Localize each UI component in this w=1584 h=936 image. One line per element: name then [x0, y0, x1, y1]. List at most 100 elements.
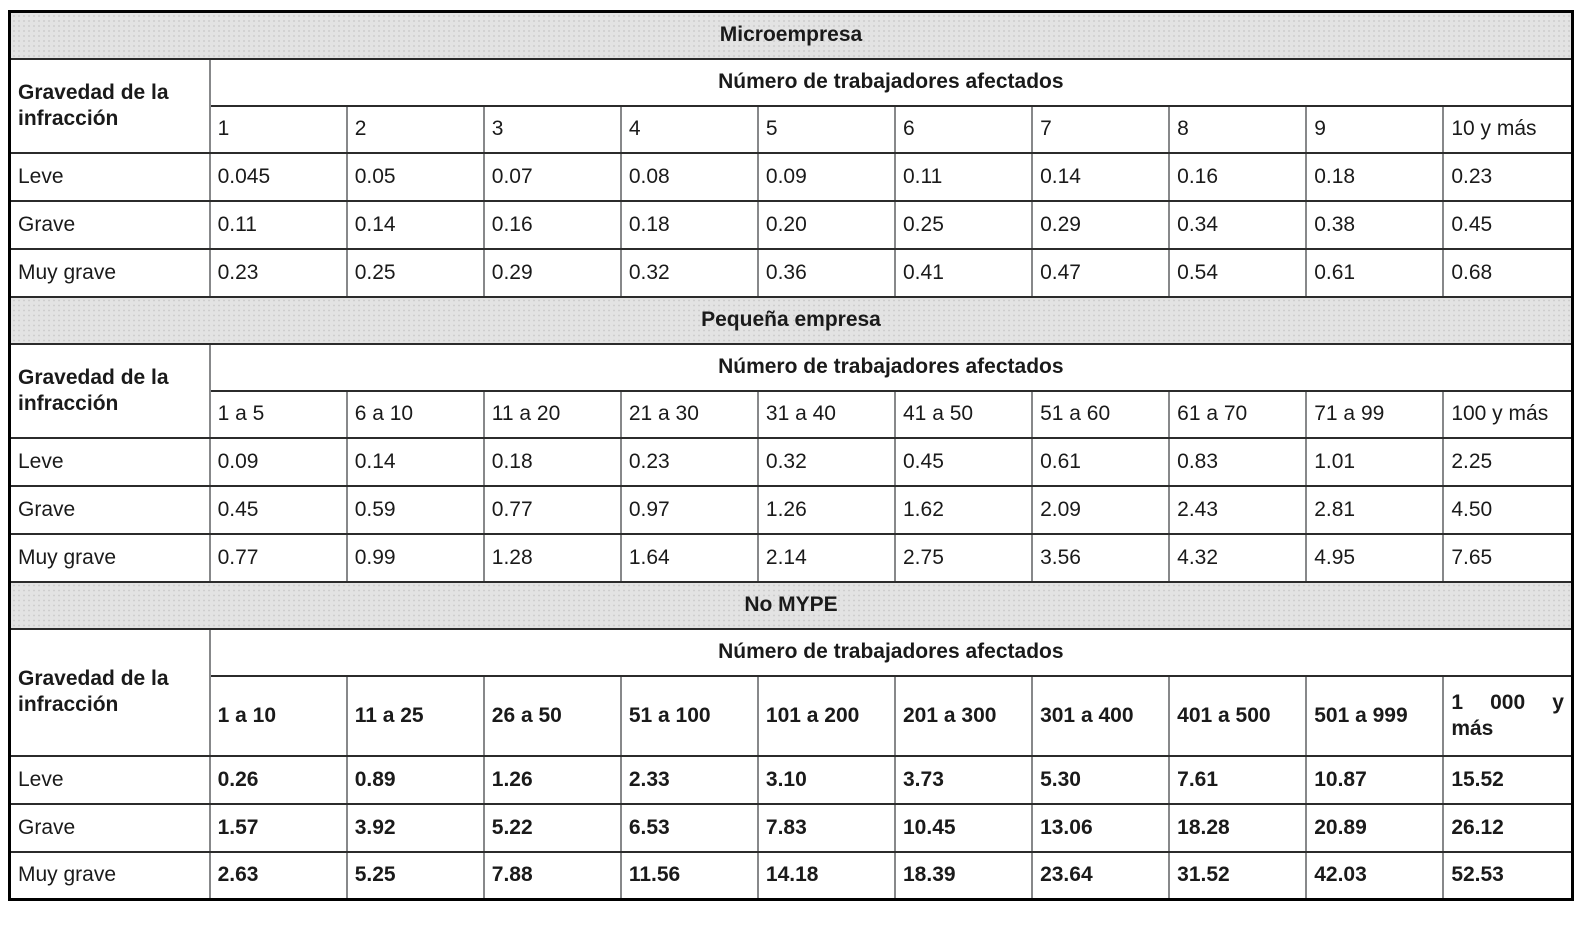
- value-cell: 0.36: [756, 247, 897, 298]
- value-cell: 10.45: [893, 802, 1034, 853]
- value-cell: 0.08: [619, 151, 759, 202]
- value-cell: 0.045: [208, 151, 348, 202]
- value-cell: 0.77: [208, 532, 348, 583]
- value-cell: 0.11: [208, 199, 348, 250]
- col-header: 501 a 999: [1305, 674, 1445, 757]
- value-cell: 0.26: [208, 754, 348, 805]
- value-cell: 0.20: [756, 199, 897, 250]
- section-1: Pequeña empresa Gravedad de la infracción…: [8, 295, 1574, 583]
- col-header: 100 y más: [1442, 389, 1574, 439]
- value-cell: 0.61: [1031, 436, 1171, 487]
- value-cell: 0.18: [1305, 151, 1445, 202]
- value-cell: 0.77: [482, 484, 622, 535]
- value-cell: 18.39: [893, 850, 1034, 901]
- col-header: 31 a 40: [756, 389, 897, 439]
- value-cell: 42.03: [1305, 850, 1445, 901]
- row-axis-header: Gravedad de la infracción: [8, 627, 211, 757]
- row-axis-header: Gravedad de la infracción: [8, 57, 211, 154]
- value-cell: 1.26: [756, 484, 897, 535]
- col-header: 2: [345, 104, 485, 154]
- value-cell: 26.12: [1442, 802, 1574, 853]
- value-cell: 3.92: [345, 802, 485, 853]
- section-band-row: No MYPE: [8, 580, 1574, 630]
- value-cell: 5.30: [1031, 754, 1171, 805]
- header-group-row: Gravedad de la infracción Número de traba…: [8, 57, 1574, 154]
- value-cell: 23.64: [1031, 850, 1171, 901]
- col-header: 401 a 500: [1168, 674, 1308, 757]
- severity-label: Leve: [8, 436, 211, 487]
- col-header: 11 a 20: [482, 389, 622, 439]
- value-cell: 0.45: [1442, 199, 1574, 250]
- value-cell: 0.23: [208, 247, 348, 298]
- value-cell: 1.28: [482, 532, 622, 583]
- col-header: 9: [1305, 104, 1445, 154]
- col-header: 41 a 50: [893, 389, 1034, 439]
- value-cell: 5.25: [345, 850, 485, 901]
- value-cell: 0.25: [893, 199, 1034, 250]
- value-cell: 0.16: [1168, 151, 1308, 202]
- value-cell: 4.32: [1168, 532, 1308, 583]
- value-cell: 2.63: [208, 850, 348, 901]
- col-header: 101 a 200: [756, 674, 897, 757]
- severity-label: Leve: [8, 754, 211, 805]
- value-cell: 2.25: [1442, 436, 1574, 487]
- value-cell: 0.68: [1442, 247, 1574, 298]
- value-cell: 3.56: [1031, 532, 1171, 583]
- value-cell: 11.56: [619, 850, 759, 901]
- col-header: 3: [482, 104, 622, 154]
- value-cell: 0.23: [619, 436, 759, 487]
- value-cell: 0.29: [482, 247, 622, 298]
- value-cell: 0.89: [345, 754, 485, 805]
- table-row: Grave 1.57 3.92 5.22 6.53 7.83 10.45 13.06 18.28…: [8, 802, 1574, 853]
- value-cell: 0.41: [893, 247, 1034, 298]
- value-cell: 0.32: [619, 247, 759, 298]
- col-header: 1 a 5: [208, 389, 348, 439]
- value-cell: 0.54: [1168, 247, 1308, 298]
- col-header: 11 a 25: [345, 674, 485, 757]
- value-cell: 2.33: [619, 754, 759, 805]
- value-cell: 2.14: [756, 532, 897, 583]
- table-row: Muy grave 0.77 0.99 1.28 1.64 2.14 2.75 3.56 4.3…: [8, 532, 1574, 583]
- table-row: Leve 0.045 0.05 0.07 0.08 0.09 0.11 0.14 0.16 0.1…: [8, 151, 1574, 202]
- col-group-header: Número de trabajadores afectados: [208, 57, 1574, 107]
- value-cell: 0.25: [345, 247, 485, 298]
- table-row: Grave 0.45 0.59 0.77 0.97 1.26 1.62 2.09 2.43 2.8…: [8, 484, 1574, 535]
- value-cell: 6.53: [619, 802, 759, 853]
- value-cell: 0.14: [345, 199, 485, 250]
- value-cell: 1.57: [208, 802, 348, 853]
- table-row: Leve 0.26 0.89 1.26 2.33 3.10 3.73 5.30 7.61 10.8…: [8, 754, 1574, 805]
- value-cell: 0.14: [345, 436, 485, 487]
- value-cell: 0.14: [1031, 151, 1171, 202]
- value-cell: 52.53: [1442, 850, 1574, 901]
- col-header: 301 a 400: [1031, 674, 1171, 757]
- value-cell: 4.95: [1305, 532, 1445, 583]
- value-cell: 7.61: [1168, 754, 1308, 805]
- value-cell: 3.73: [893, 754, 1034, 805]
- value-cell: 18.28: [1168, 802, 1308, 853]
- section-title: No MYPE: [8, 580, 1574, 630]
- value-cell: 0.59: [345, 484, 485, 535]
- section-title: Microempresa: [8, 10, 1574, 60]
- value-cell: 15.52: [1442, 754, 1574, 805]
- value-cell: 0.16: [482, 199, 622, 250]
- section-band-row: Pequeña empresa: [8, 295, 1574, 345]
- value-cell: 1.62: [893, 484, 1034, 535]
- col-header: 21 a 30: [619, 389, 759, 439]
- header-group-row: Gravedad de la infracción Número de traba…: [8, 342, 1574, 439]
- value-cell: 14.18: [756, 850, 897, 901]
- value-cell: 0.29: [1031, 199, 1171, 250]
- col-header: 61 a 70: [1168, 389, 1308, 439]
- value-cell: 0.83: [1168, 436, 1308, 487]
- section-band-row: Microempresa: [8, 10, 1574, 60]
- value-cell: 0.97: [619, 484, 759, 535]
- fines-table: Microempresa Gravedad de la infracción Núm…: [8, 10, 1574, 901]
- value-cell: 0.45: [893, 436, 1034, 487]
- table-row: Leve 0.09 0.14 0.18 0.23 0.32 0.45 0.61 0.83 1.01…: [8, 436, 1574, 487]
- severity-label: Muy grave: [8, 850, 211, 901]
- column-header-row: 1 a 10 11 a 25 26 a 50 51 a 100 101 a 200 201…: [10, 674, 1574, 757]
- col-group-header: Número de trabajadores afectados: [208, 342, 1574, 392]
- severity-label: Grave: [8, 802, 211, 853]
- value-cell: 0.32: [756, 436, 897, 487]
- value-cell: 3.10: [756, 754, 897, 805]
- value-cell: 0.07: [482, 151, 622, 202]
